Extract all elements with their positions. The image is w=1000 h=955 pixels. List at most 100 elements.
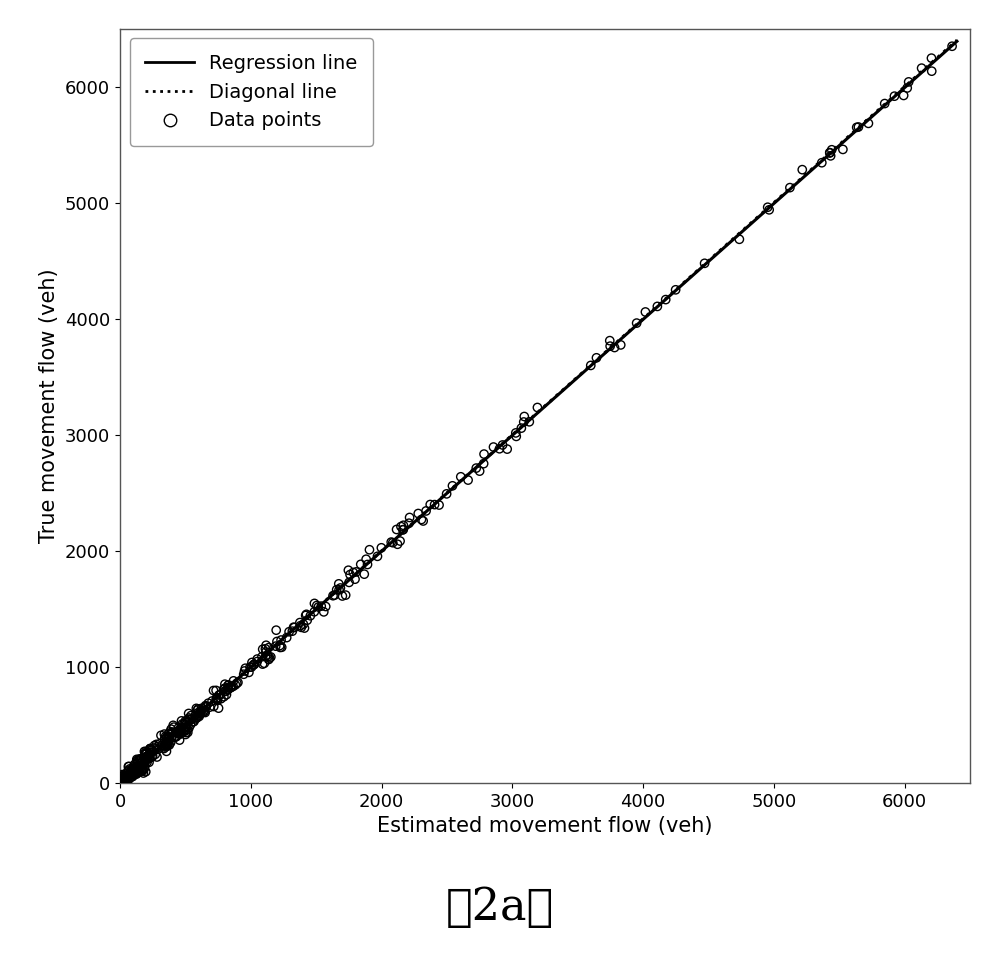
- Point: [402, 510, 418, 525]
- Point: [508, 425, 524, 440]
- Point: [162, 724, 178, 739]
- Point: [126, 762, 142, 777]
- Point: [256, 656, 272, 671]
- Point: [171, 724, 187, 739]
- Point: [178, 727, 194, 742]
- Point: [160, 730, 176, 745]
- Point: [167, 729, 183, 744]
- Point: [125, 761, 141, 776]
- Point: [133, 755, 149, 771]
- Point: [823, 148, 839, 163]
- Point: [118, 770, 134, 785]
- Point: [174, 724, 190, 739]
- Point: [258, 648, 274, 664]
- Point: [164, 725, 180, 740]
- Point: [173, 713, 189, 729]
- Point: [157, 738, 173, 753]
- Point: [161, 737, 177, 753]
- Y-axis label: True movement flow (veh): True movement flow (veh): [39, 268, 59, 543]
- Point: [225, 673, 241, 689]
- Point: [202, 699, 218, 714]
- Point: [249, 654, 265, 669]
- Point: [141, 748, 157, 763]
- Point: [187, 711, 203, 727]
- Point: [924, 64, 940, 79]
- Point: [114, 772, 130, 787]
- Point: [118, 770, 134, 785]
- Point: [125, 769, 141, 784]
- Point: [177, 713, 193, 729]
- Point: [353, 557, 369, 572]
- Point: [849, 119, 865, 135]
- Point: [360, 557, 376, 572]
- Point: [658, 292, 674, 308]
- Point: [246, 657, 262, 672]
- Point: [197, 704, 213, 719]
- Point: [198, 698, 214, 713]
- Point: [814, 155, 830, 170]
- Point: [122, 766, 138, 781]
- Point: [114, 775, 130, 791]
- Point: [159, 730, 175, 745]
- Point: [274, 640, 290, 655]
- Point: [516, 414, 532, 430]
- Point: [244, 655, 260, 670]
- Point: [188, 701, 204, 716]
- Point: [134, 763, 150, 778]
- Point: [356, 566, 372, 582]
- Point: [129, 765, 145, 780]
- Point: [170, 725, 186, 740]
- Point: [410, 506, 426, 521]
- Point: [135, 762, 151, 777]
- Point: [196, 703, 212, 718]
- Point: [157, 737, 173, 753]
- Point: [114, 775, 130, 791]
- Point: [189, 711, 205, 726]
- Point: [331, 576, 347, 591]
- Point: [134, 751, 150, 766]
- Point: [495, 437, 511, 453]
- Point: [127, 763, 143, 778]
- Point: [422, 497, 438, 512]
- Point: [835, 141, 851, 157]
- Point: [161, 733, 177, 749]
- Point: [208, 692, 224, 708]
- Point: [142, 742, 158, 757]
- Point: [147, 747, 163, 762]
- Point: [126, 760, 142, 775]
- Point: [179, 714, 195, 730]
- Point: [135, 762, 151, 777]
- Point: [141, 754, 157, 770]
- Point: [114, 769, 130, 784]
- Point: [393, 519, 409, 534]
- Point: [158, 735, 174, 751]
- Point: [129, 752, 145, 767]
- Point: [160, 736, 176, 752]
- Point: [218, 684, 234, 699]
- Point: [794, 162, 810, 178]
- Point: [120, 773, 136, 788]
- Point: [112, 775, 128, 791]
- Point: [588, 350, 604, 366]
- Point: [338, 587, 354, 603]
- Point: [144, 742, 160, 757]
- Point: [602, 333, 618, 349]
- Point: [258, 645, 274, 660]
- Point: [244, 659, 260, 674]
- Point: [259, 647, 275, 663]
- Point: [260, 649, 276, 665]
- Point: [901, 74, 917, 90]
- Point: [144, 750, 160, 765]
- Point: [899, 80, 915, 96]
- Point: [358, 552, 374, 567]
- Point: [134, 755, 150, 771]
- Point: [131, 755, 147, 771]
- Point: [249, 651, 265, 667]
- Point: [122, 771, 138, 786]
- Point: [160, 733, 176, 749]
- Point: [123, 767, 139, 782]
- Point: [130, 758, 146, 774]
- Point: [413, 512, 429, 527]
- Point: [130, 753, 146, 769]
- Point: [138, 764, 154, 779]
